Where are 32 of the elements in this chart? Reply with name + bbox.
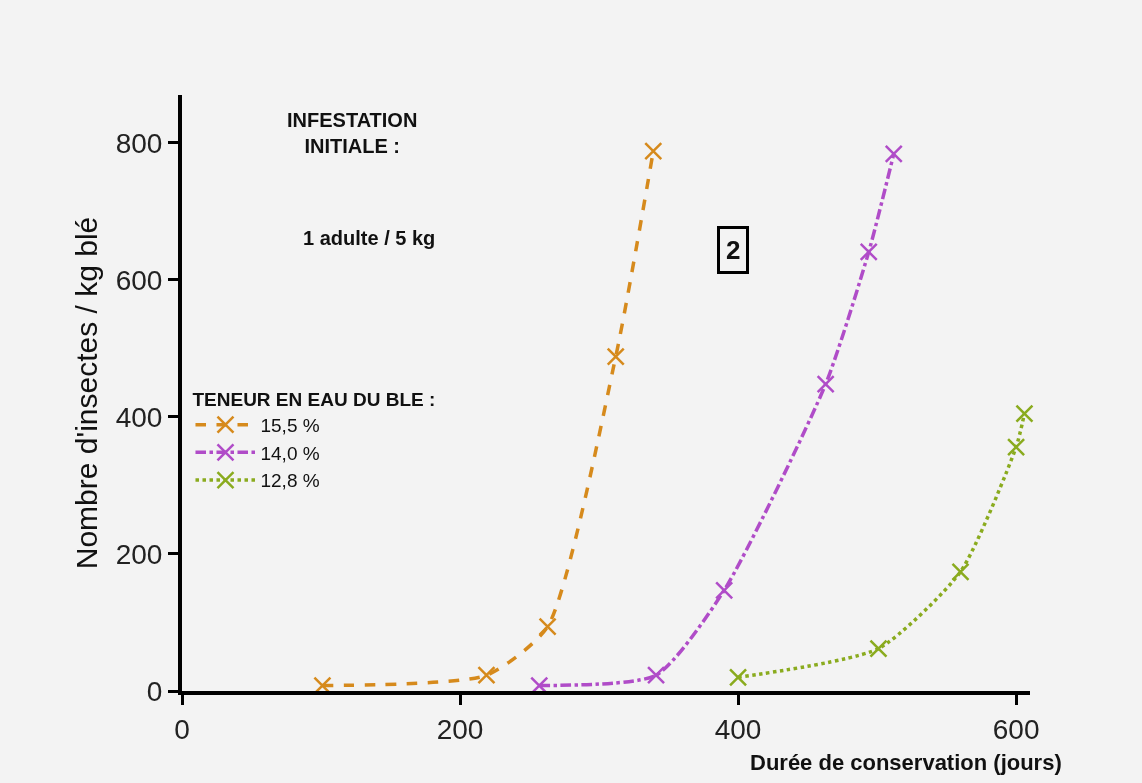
point [859, 242, 878, 262]
y-tick-label: 200 [115, 538, 163, 570]
x-tick-label: 600 [992, 713, 1040, 745]
point [1006, 437, 1026, 457]
legend-label: 12,8 % [260, 470, 320, 492]
point [869, 639, 888, 658]
y-tick-label: 0 [146, 675, 163, 707]
legend-label: 15,5 % [260, 415, 320, 437]
annotation: INFESTATION INITIALE : [287, 109, 418, 157]
point [728, 668, 748, 687]
point [884, 144, 904, 164]
point [606, 347, 625, 366]
y-tick-label: 400 [115, 401, 163, 433]
x-axis-title: Durée de conservation (jours) [750, 750, 1062, 775]
x-tick-label: 200 [436, 713, 484, 745]
x-tick-label: 0 [174, 713, 190, 745]
y-axis-title: Nombre d'insectes / kg blé [70, 216, 104, 570]
point [816, 374, 835, 394]
point [1015, 404, 1034, 423]
annotation: 2 [726, 235, 741, 265]
legend-label: 14,0 % [260, 442, 320, 464]
y-tick-label: 800 [115, 127, 163, 159]
point [714, 581, 734, 600]
point [538, 617, 557, 636]
point [951, 562, 970, 582]
y-tick-label: 600 [115, 264, 163, 296]
x-tick-label: 400 [714, 713, 762, 745]
annotation: 1 adulte / 5 kg [303, 227, 436, 249]
legend-title: TENEUR EN EAU DU BLE : [192, 388, 436, 410]
point [646, 665, 666, 685]
point [644, 141, 663, 161]
point [477, 665, 496, 685]
